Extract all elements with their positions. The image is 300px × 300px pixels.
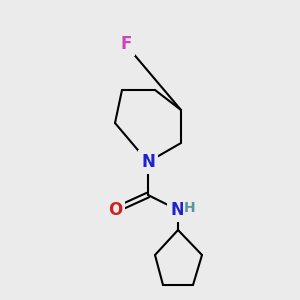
Text: N: N — [141, 153, 155, 171]
Text: N: N — [170, 201, 184, 219]
Text: F: F — [120, 35, 132, 53]
Text: O: O — [108, 201, 122, 219]
Text: H: H — [184, 201, 196, 215]
